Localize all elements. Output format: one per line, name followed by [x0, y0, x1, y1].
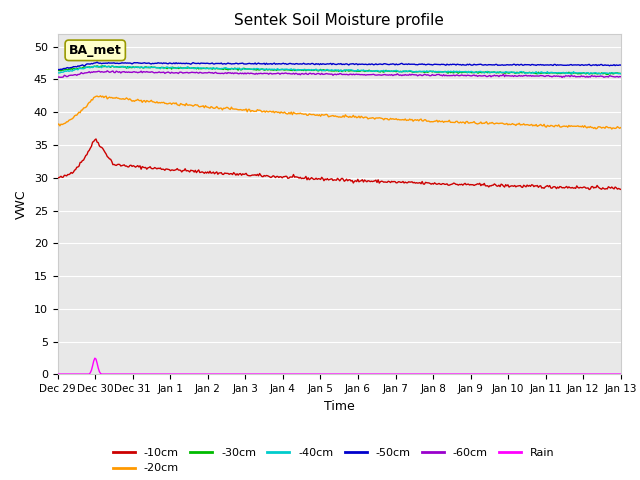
- Y-axis label: VWC: VWC: [15, 189, 28, 219]
- Text: BA_met: BA_met: [69, 44, 122, 57]
- Legend: -10cm, -20cm, -30cm, -40cm, -50cm, -60cm, Rain: -10cm, -20cm, -30cm, -40cm, -50cm, -60cm…: [108, 444, 559, 478]
- X-axis label: Time: Time: [324, 400, 355, 413]
- Title: Sentek Soil Moisture profile: Sentek Soil Moisture profile: [234, 13, 444, 28]
